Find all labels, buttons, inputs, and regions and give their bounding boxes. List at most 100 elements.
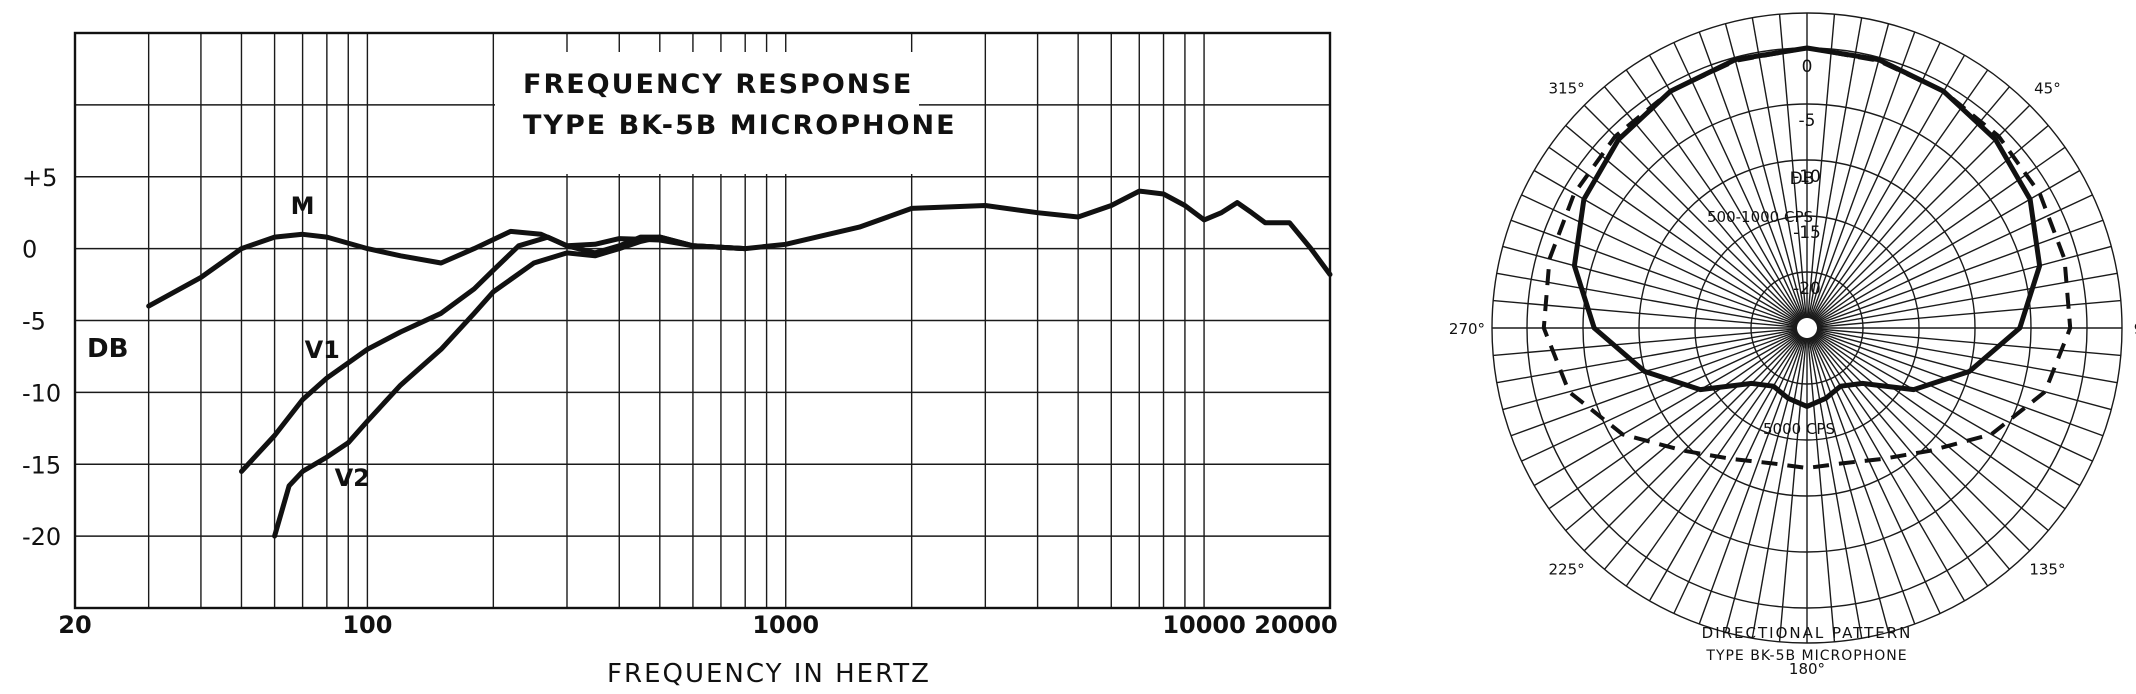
polar-spoke [1814,146,2066,323]
polar-spoke [1814,124,2049,323]
polar-spoke [1724,23,1806,319]
polar-spoke [1812,335,2011,570]
fr-series-label: M [291,192,315,220]
polar-angle-label: 135° [2029,560,2065,578]
fr-series-label: V1 [305,336,340,364]
polar-ring-label: -10 [1793,167,1821,187]
polar-subtitle: TYPE BK-5B MICROPHONE [1705,648,1907,664]
polar-spoke [1816,245,2112,327]
polar-spoke [1533,169,1799,324]
polar-spoke [1648,54,1803,320]
polar-spoke [1816,329,2118,384]
polar-spoke [1521,331,1799,462]
polar-ring-label: 0 [1802,57,1813,77]
polar-spoke [1548,333,1800,510]
polar-spoke [1496,329,1798,384]
polar-spoke [1809,337,1916,625]
polar-spoke [1815,194,2093,325]
polar-ring-label: -5 [1799,111,1816,131]
polar-spoke [1751,337,1806,639]
polar-spoke [1510,219,1798,326]
polar-db-label: DB [1790,169,1815,189]
fr-ylabel: DB [87,334,128,364]
polar-spoke [1812,86,2011,321]
polar-spoke [1502,329,1798,411]
polar-spoke [1812,335,1989,587]
polar-spoke [1583,334,1801,552]
fr-y-tick-label: -10 [22,379,61,407]
polar-spoke [1533,332,1799,487]
polar-spoke [1510,330,1798,437]
fr-y-tick-label: +5 [22,164,57,192]
polar-spoke [1724,337,1806,633]
polar-spoke [1816,328,2121,357]
fr-series-m-line [146,188,1333,309]
fr-x-tick-label: 1000 [752,611,819,639]
polar-spoke [1811,54,1966,320]
polar-title: DIRECTIONAL PATTERN [1702,624,1913,642]
polar-spoke [1816,330,2104,437]
fr-series-group: M V1 V2 [146,188,1333,539]
fr-y-tick-label: 0 [22,236,37,264]
polar-angle-label: 90° [2134,320,2136,338]
polar-spoke [1565,333,1800,532]
polar-spoke [1816,329,2112,411]
polar-spoke [1493,328,1798,357]
fr-grid [74,32,1331,609]
polar-ring-label: -20 [1793,279,1821,299]
polar-spoke [1808,337,1863,639]
fr-x-tick-label: 20000 [1254,611,1338,639]
polar-spoke [1814,333,2066,510]
directional-pattern-chart: 0-5-10-15-20 DB 500-1000 CPS 5000 CPS 0°… [1449,12,2136,678]
fr-title-box [495,52,919,174]
polar-series-label-500: 500-1000 CPS [1707,208,1813,226]
polar-angle-label: 315° [1549,80,1585,98]
polar-spoke [1502,245,1798,327]
polar-ring-label: -15 [1793,223,1821,243]
polar-spoke [1673,42,1804,320]
polar-spoke [1603,86,1802,321]
fr-y-ticks: +5 0 -5 -10 -15 -20 [22,164,61,551]
polar-spoke [1808,337,1890,633]
polar-spoke [1548,146,1800,323]
polar-ring-labels: 0 -5 -10 -15 -20 [1793,57,1821,299]
fr-x-tick-label: 20 [58,611,91,639]
polar-spoke [1810,336,1941,614]
frequency-response-chart: FREQUENCY RESPONSE TYPE BK-5B MICROPHONE… [22,10,1343,689]
polar-spoke [1673,336,1804,614]
polar-spoke [1814,333,2049,532]
fr-y-tick-label: -15 [22,451,61,479]
polar-spoke [1603,335,1802,570]
polar-spoke [1778,14,1807,319]
fr-subtitle: TYPE BK-5B MICROPHONE [523,110,957,141]
fr-x-tick-label: 10000 [1162,611,1246,639]
fr-x-ticks: 20 100 1000 10000 20000 [58,611,1337,639]
polar-spoke [1751,17,1806,319]
polar-spoke [1698,337,1805,625]
polar-spoke [1648,336,1803,602]
polar-spoke [1812,69,1989,321]
polar-spoke [1809,31,1916,319]
polar-spoke [1625,69,1802,321]
polar-spoke [1778,337,1807,642]
polar-series-group [1541,45,2073,471]
polar-spoke [1815,332,2081,487]
fr-series-v1-line [239,234,748,474]
fr-y-tick-label: -20 [22,523,61,551]
fr-y-tick-label: -5 [22,308,46,336]
polar-angle-label: 225° [1549,560,1585,578]
polar-spoke [1815,331,2093,462]
polar-series-500-1000-line [1571,45,2043,409]
polar-spoke [1698,31,1805,319]
polar-angle-labels: 0°45°90°135°180°225°270°315° [1449,80,2136,678]
polar-angle-label: 45° [2034,80,2061,98]
polar-spoke [1808,23,1890,319]
polar-spoke [1815,169,2081,324]
fr-x-tick-label: 100 [342,611,392,639]
polar-spoke [1521,194,1799,325]
polar-spoke [1813,334,2031,552]
polar-series-label-5000: 5000 CPS [1763,420,1835,438]
fr-xlabel: FREQUENCY IN HERTZ [607,659,931,689]
polar-spoke [1807,337,1836,642]
